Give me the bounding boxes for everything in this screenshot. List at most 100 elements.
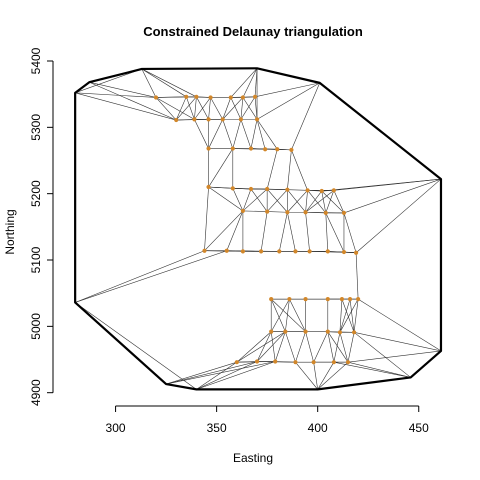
triangle-edge [278, 212, 288, 252]
data-point [192, 117, 197, 122]
x-tick-label: 400 [308, 421, 328, 435]
convex-hull [74, 67, 443, 391]
triangle-edge [325, 190, 335, 214]
chart-title: Constrained Delaunay triangulation [143, 24, 363, 39]
triangle-edge [287, 189, 308, 191]
triangle-edge [266, 149, 278, 190]
data-point [153, 95, 159, 100]
triangle-edge [267, 188, 288, 190]
triangle-edge [291, 149, 308, 191]
y-axis-label: Northing [3, 209, 17, 254]
x-tick-label: 300 [106, 421, 126, 435]
triangle-edge [307, 190, 327, 214]
data-point [240, 249, 246, 254]
data-point [263, 147, 268, 152]
data-point [277, 249, 282, 254]
data-point [194, 94, 199, 99]
data-point [307, 249, 312, 254]
data-point [287, 297, 292, 302]
data-point [293, 360, 298, 365]
triangle-edge [321, 178, 442, 192]
triangle-edge [313, 362, 318, 390]
data-point [258, 249, 264, 254]
triangle-edge [141, 68, 197, 98]
data-point [311, 360, 316, 365]
triangle-edge [287, 190, 308, 213]
triangle-edge [196, 96, 211, 98]
data-point [206, 184, 211, 190]
data-point [220, 117, 225, 122]
data-point [341, 249, 347, 255]
triangle-edge [242, 97, 258, 120]
data-point [252, 94, 258, 99]
triangle-edge [194, 97, 211, 120]
triangle-edge [325, 212, 345, 253]
x-axis: 300 350 400 450 [106, 405, 429, 435]
triangle-edge [317, 362, 335, 390]
triangle-edge [196, 361, 258, 390]
triangle-edge [343, 178, 442, 214]
data-point [351, 330, 357, 335]
triangle-edge [349, 299, 355, 333]
triangle-edge [222, 97, 232, 120]
triangle-edge [343, 212, 357, 253]
y-tick-label: 5400 [29, 47, 43, 74]
data-point [356, 297, 361, 302]
triangle-edge [240, 97, 244, 120]
x-tick-label: 450 [409, 421, 429, 435]
y-tick-label: 5300 [29, 114, 43, 141]
triangle-edge [256, 119, 278, 150]
triangle-edge [289, 299, 306, 332]
triangle-edge [305, 190, 308, 213]
triangle-edge [254, 68, 258, 97]
y-tick-label: 5000 [29, 313, 43, 340]
triangle-edge [232, 188, 244, 212]
triangle-edge [222, 119, 234, 149]
data-point [269, 329, 274, 334]
triangle-edge [267, 211, 288, 213]
data-point [341, 210, 347, 216]
triangle-edge [240, 96, 256, 120]
triangle-edge [204, 187, 209, 251]
triangle-edge [196, 361, 276, 390]
triangle-edge [275, 361, 296, 363]
triangle-edge [341, 299, 355, 333]
y-tick-label: 4900 [29, 379, 43, 406]
triangle-edge [339, 332, 349, 363]
triangle-edge [250, 188, 268, 212]
data-point [353, 250, 359, 255]
triangle-edge [305, 331, 314, 363]
triangle-edge [347, 332, 355, 363]
triangle-edge [355, 178, 442, 253]
triangle-edge [155, 97, 195, 120]
data-point [240, 95, 246, 100]
data-point [303, 210, 308, 215]
y-axis: 4900 5000 5100 5200 5300 5400 [29, 47, 54, 406]
triangle-edge [236, 331, 272, 363]
triangle-edge [256, 82, 320, 120]
triangle-edge [355, 252, 359, 300]
triangle-edge [305, 190, 335, 213]
y-tick-label: 5100 [29, 246, 43, 273]
triangle-edge [250, 148, 292, 151]
triangle-edge [226, 210, 244, 251]
triangle-edge [354, 332, 442, 352]
data-point [174, 117, 179, 123]
triangle-edge [208, 186, 244, 212]
data-point [184, 94, 189, 99]
data-point [206, 117, 211, 122]
triangle-edge [325, 212, 329, 252]
triangle-edge [333, 332, 341, 363]
triangle-edge [75, 250, 227, 303]
triangle-edge [186, 96, 195, 120]
triangle-edge [274, 331, 286, 362]
triangle-edge [357, 298, 442, 352]
data-point [234, 360, 239, 365]
triangle-edge [254, 96, 258, 120]
triangle-edge [222, 97, 244, 120]
triangle-edge [317, 361, 349, 390]
triangle-edge [353, 332, 411, 378]
data-point [331, 188, 336, 193]
data-point [265, 209, 270, 214]
